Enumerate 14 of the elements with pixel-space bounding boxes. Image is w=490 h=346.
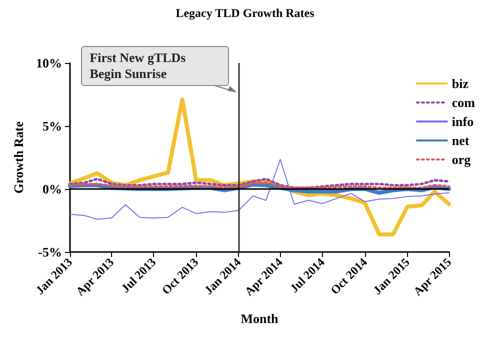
x-axis-title: Month (240, 311, 280, 326)
legend-label: biz (452, 76, 469, 91)
y-tick-label: 10% (36, 56, 62, 70)
legend-label: org (452, 152, 472, 167)
y-tick-label: 0% (42, 182, 62, 196)
y-axis-title: Growth Rate (11, 121, 26, 194)
callout-box: First New gTLDs Begin Sunrise (80, 46, 229, 86)
chart-title: Legacy TLD Growth Rates (176, 6, 315, 20)
line-series (68, 178, 450, 189)
y-tick-label: 5% (42, 118, 62, 134)
legend-label: com (452, 95, 476, 110)
legend-label: info (452, 114, 474, 129)
legend-label: net (452, 133, 470, 148)
y-tick-label: -5% (38, 244, 62, 260)
